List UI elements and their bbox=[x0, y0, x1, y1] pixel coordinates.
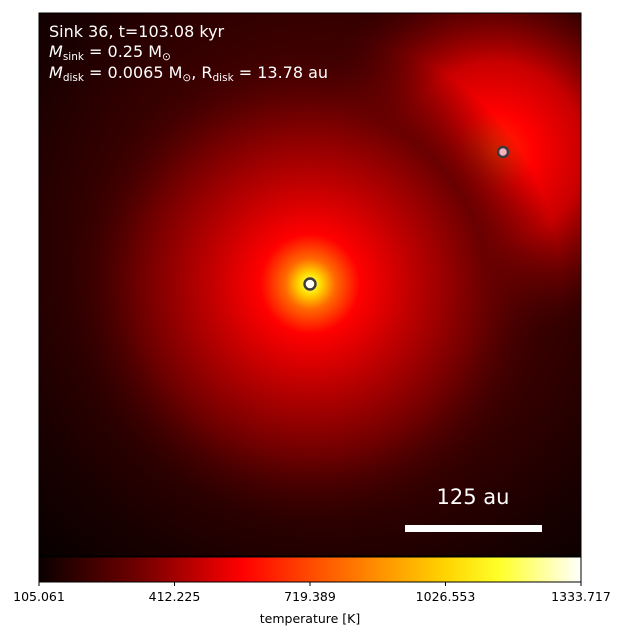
colorbar-tick-label: 1026.553 bbox=[416, 589, 476, 604]
colorbar-tick-label: 719.389 bbox=[284, 589, 336, 604]
colorbar-label: temperature [K] bbox=[260, 611, 361, 626]
annotation-sink-time: Sink 36, t=103.08 kyr bbox=[49, 22, 225, 41]
sink-marker-primary bbox=[303, 277, 317, 291]
sink-marker-companion bbox=[496, 145, 510, 159]
annotation-sink-mass: Msink = 0.25 M⊙ bbox=[49, 42, 171, 63]
scale-bar bbox=[405, 525, 542, 532]
scale-bar-label: 125 au bbox=[437, 485, 510, 509]
colorbar bbox=[39, 557, 581, 582]
colorbar-tick-label: 412.225 bbox=[149, 589, 201, 604]
colorbar-tick-label: 105.061 bbox=[13, 589, 65, 604]
colorbar-tick-label: 1333.717 bbox=[551, 589, 611, 604]
colorbar-ticks: 105.061 412.225 719.389 1026.553 1333.717 bbox=[13, 582, 611, 604]
annotation-disk-properties: Mdisk = 0.0065 M⊙, Rdisk = 13.78 au bbox=[49, 63, 328, 84]
map-frame bbox=[38, 12, 582, 557]
